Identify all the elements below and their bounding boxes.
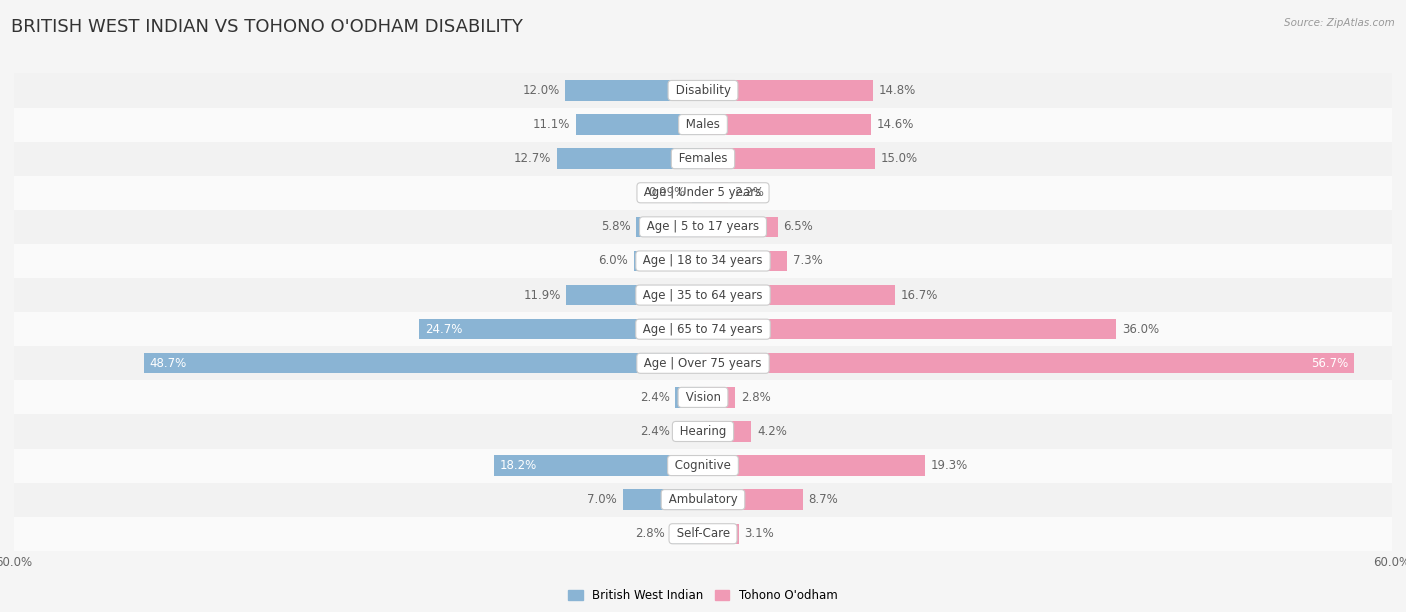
Text: Self-Care: Self-Care xyxy=(672,528,734,540)
Bar xyxy=(14,278,1392,312)
Bar xyxy=(703,421,751,442)
Bar xyxy=(703,387,735,408)
Text: 12.0%: 12.0% xyxy=(522,84,560,97)
Text: 12.7%: 12.7% xyxy=(515,152,551,165)
Bar xyxy=(703,490,803,510)
Bar xyxy=(703,149,875,169)
Text: 4.2%: 4.2% xyxy=(756,425,787,438)
Text: 15.0%: 15.0% xyxy=(882,152,918,165)
Text: 6.0%: 6.0% xyxy=(599,255,628,267)
Bar xyxy=(14,73,1392,108)
Text: Age | Over 75 years: Age | Over 75 years xyxy=(640,357,766,370)
Text: 5.8%: 5.8% xyxy=(600,220,631,233)
Bar xyxy=(703,523,738,544)
Bar xyxy=(14,517,1392,551)
Text: Males: Males xyxy=(682,118,724,131)
Text: Age | 35 to 64 years: Age | 35 to 64 years xyxy=(640,289,766,302)
Bar xyxy=(14,244,1392,278)
Text: Age | 18 to 34 years: Age | 18 to 34 years xyxy=(640,255,766,267)
Bar xyxy=(703,353,1354,373)
Text: Age | Under 5 years: Age | Under 5 years xyxy=(641,186,765,200)
Text: Disability: Disability xyxy=(672,84,734,97)
Text: Hearing: Hearing xyxy=(676,425,730,438)
Text: 0.99%: 0.99% xyxy=(648,186,686,200)
Text: 2.4%: 2.4% xyxy=(640,391,669,404)
Bar xyxy=(703,182,728,203)
Text: 8.7%: 8.7% xyxy=(808,493,838,506)
Text: 56.7%: 56.7% xyxy=(1310,357,1348,370)
Text: 7.3%: 7.3% xyxy=(793,255,823,267)
Text: 14.6%: 14.6% xyxy=(876,118,914,131)
Text: 2.4%: 2.4% xyxy=(640,425,669,438)
Bar xyxy=(143,353,703,373)
Text: 36.0%: 36.0% xyxy=(1122,323,1159,335)
Bar xyxy=(703,319,1116,340)
Text: 48.7%: 48.7% xyxy=(149,357,187,370)
Bar xyxy=(14,312,1392,346)
Bar xyxy=(703,80,873,101)
Bar xyxy=(675,421,703,442)
Bar xyxy=(14,210,1392,244)
Bar xyxy=(567,285,703,305)
Bar xyxy=(703,217,778,237)
Text: 24.7%: 24.7% xyxy=(425,323,463,335)
Bar xyxy=(14,346,1392,380)
Text: 11.1%: 11.1% xyxy=(533,118,569,131)
Text: Females: Females xyxy=(675,152,731,165)
Bar xyxy=(634,251,703,271)
Bar xyxy=(565,80,703,101)
Bar xyxy=(575,114,703,135)
Bar xyxy=(14,108,1392,141)
Bar xyxy=(703,285,894,305)
Bar xyxy=(692,182,703,203)
Text: 14.8%: 14.8% xyxy=(879,84,915,97)
Text: Vision: Vision xyxy=(682,391,724,404)
Bar xyxy=(557,149,703,169)
Text: 2.8%: 2.8% xyxy=(636,528,665,540)
Bar xyxy=(703,114,870,135)
Bar xyxy=(14,449,1392,483)
Text: 7.0%: 7.0% xyxy=(588,493,617,506)
Text: Source: ZipAtlas.com: Source: ZipAtlas.com xyxy=(1284,18,1395,28)
Bar xyxy=(419,319,703,340)
Legend: British West Indian, Tohono O'odham: British West Indian, Tohono O'odham xyxy=(564,584,842,607)
Text: 2.2%: 2.2% xyxy=(734,186,763,200)
Text: 3.1%: 3.1% xyxy=(744,528,775,540)
Bar xyxy=(703,251,787,271)
Bar xyxy=(494,455,703,476)
Text: Age | 65 to 74 years: Age | 65 to 74 years xyxy=(640,323,766,335)
Bar xyxy=(14,483,1392,517)
Text: 2.8%: 2.8% xyxy=(741,391,770,404)
Bar xyxy=(14,141,1392,176)
Bar xyxy=(14,380,1392,414)
Bar xyxy=(14,176,1392,210)
Text: BRITISH WEST INDIAN VS TOHONO O'ODHAM DISABILITY: BRITISH WEST INDIAN VS TOHONO O'ODHAM DI… xyxy=(11,18,523,36)
Bar xyxy=(703,455,925,476)
Text: 18.2%: 18.2% xyxy=(499,459,537,472)
Text: 16.7%: 16.7% xyxy=(900,289,938,302)
Text: 11.9%: 11.9% xyxy=(523,289,561,302)
Bar xyxy=(623,490,703,510)
Text: 6.5%: 6.5% xyxy=(783,220,813,233)
Text: 19.3%: 19.3% xyxy=(931,459,967,472)
Text: Age | 5 to 17 years: Age | 5 to 17 years xyxy=(643,220,763,233)
Bar xyxy=(14,414,1392,449)
Bar xyxy=(675,387,703,408)
Text: Ambulatory: Ambulatory xyxy=(665,493,741,506)
Text: Cognitive: Cognitive xyxy=(671,459,735,472)
Bar xyxy=(637,217,703,237)
Bar xyxy=(671,523,703,544)
